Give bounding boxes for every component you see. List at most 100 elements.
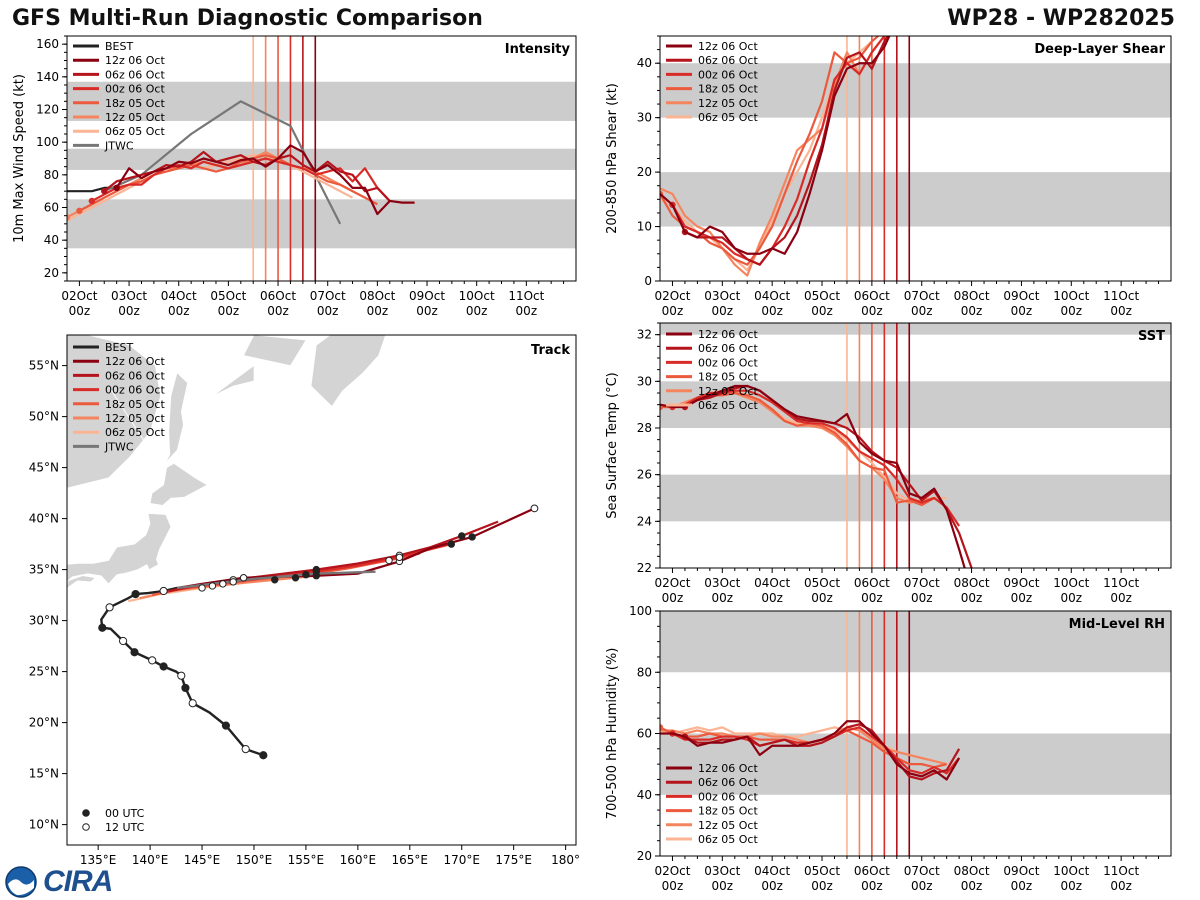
logo-text: CIRA (43, 865, 113, 898)
run-line (660, 36, 891, 255)
legend-label: JTWC (104, 440, 134, 453)
y-tick-label: 10 (637, 220, 652, 234)
legend-label: 00z 06 Oct (105, 384, 165, 397)
marker-00utc (302, 571, 310, 579)
x-tick-sublabel: 00z (267, 304, 289, 318)
legend-label: 06z 05 Oct (105, 125, 165, 138)
x-tick-label: 11Oct (1103, 576, 1139, 590)
plot-area-track (67, 335, 539, 760)
marker-12utc (208, 582, 217, 590)
x-tick-label: 04Oct (161, 289, 197, 303)
land-polygon (67, 575, 96, 589)
run-line (91, 157, 391, 202)
run-init-marker (594, 706, 600, 712)
run-init-marker (88, 197, 96, 205)
marker-12utc (105, 603, 114, 612)
x-tick-sublabel: 00z (1061, 879, 1083, 893)
x-tick-sublabel: 00z (911, 879, 933, 893)
x-tick-label: 02Oct (654, 576, 690, 590)
marker-12utc (239, 574, 248, 582)
x-tick-sublabel: 00z (911, 591, 933, 605)
x-tick-sublabel: 00z (516, 304, 538, 318)
x-tick-label: 10Oct (1053, 576, 1089, 590)
x-tick-sublabel: 00z (662, 879, 684, 893)
y-tick-label: 55°N (29, 359, 59, 373)
x-tick-label: 175°E (495, 853, 532, 867)
legend-label: 00z 06 Oct (698, 790, 758, 803)
x-tick-label: 145°E (184, 853, 221, 867)
jtwc-track-line (176, 570, 376, 590)
shaded-band (660, 611, 1171, 673)
marker-12utc (395, 553, 404, 562)
x-tick-label: 08Oct (954, 576, 990, 590)
land-polygon (243, 335, 307, 366)
marker-12utc (159, 586, 168, 596)
legend-label: BEST (105, 341, 133, 354)
marker-00utc (447, 540, 456, 548)
legend-label: 18z 05 Oct (698, 83, 758, 96)
legend-label: 18z 05 Oct (105, 398, 165, 411)
legend-label: 12z 05 Oct (105, 111, 165, 124)
x-tick-label: 08Oct (359, 289, 395, 303)
shaded-band (660, 63, 1171, 118)
x-tick-sublabel: 00z (317, 304, 339, 318)
marker-00utc (131, 589, 140, 599)
legend-label: 06z 05 Oct (698, 399, 758, 412)
marker-00utc (458, 532, 466, 540)
run-line (660, 36, 886, 277)
x-tick-sublabel: 00z (1061, 304, 1083, 318)
x-tick-sublabel: 00z (662, 304, 684, 318)
y-axis-label: 10m Max Wind Speed (kt) (12, 74, 27, 243)
legend-label: 06z 05 Oct (698, 833, 758, 846)
x-tick-label: 150°E (236, 853, 273, 867)
x-tick-label: 10Oct (1053, 864, 1089, 878)
shaded-band (660, 381, 1171, 428)
panel-title: Mid-Level RH (1069, 617, 1165, 632)
legend-label: 00z 06 Oct (105, 83, 165, 96)
x-tick-sublabel: 00z (811, 879, 833, 893)
run-init-marker (644, 401, 650, 407)
run-line (660, 726, 947, 766)
legend-label: 12z 06 Oct (105, 355, 165, 368)
land-polygon (149, 463, 208, 506)
x-tick-sublabel: 00z (961, 304, 983, 318)
y-axis-label: Sea Surface Temp (°C) (605, 372, 620, 519)
legend-label: BEST (105, 40, 133, 53)
marker-00utc (130, 648, 139, 657)
legend-label: 12z 06 Oct (698, 328, 758, 341)
x-tick-sublabel: 00z (1011, 591, 1033, 605)
plot-frame (659, 322, 1172, 569)
run-track-line (176, 507, 535, 590)
x-tick-label: 08Oct (954, 864, 990, 878)
marker-12utc (188, 699, 197, 708)
x-tick-label: 165°E (392, 853, 429, 867)
run-init-marker (644, 212, 650, 218)
y-tick-label: 50°N (29, 410, 59, 424)
y-tick-label: 100 (629, 604, 652, 618)
x-tick-label: 08Oct (954, 289, 990, 303)
x-tick-label: 07Oct (904, 576, 940, 590)
legend-label: 06z 06 Oct (698, 54, 758, 67)
x-tick-sublabel: 00z (911, 304, 933, 318)
panel-track: 135°E 140°E 145°E 150°E 155°E 160°E 165°E 170°E… (29, 334, 580, 867)
run-line (660, 720, 961, 781)
y-tick-label: 20 (44, 266, 59, 280)
y-axis-label: 200-850 hPa Shear (kt) (605, 83, 620, 234)
legend-label: 12z 05 Oct (698, 385, 758, 398)
x-tick-label: 09Oct (1003, 576, 1039, 590)
x-tick-label: 09Oct (1003, 864, 1039, 878)
x-tick-label: 02Oct (654, 864, 690, 878)
x-tick-label: 10Oct (1053, 289, 1089, 303)
y-tick-label: 24 (637, 514, 652, 528)
run-line (115, 144, 415, 216)
x-tick-label: 09Oct (409, 289, 445, 303)
marker-12utc (241, 745, 250, 754)
marker-00utc (221, 721, 231, 730)
panel-title: Track (531, 343, 570, 358)
marker-legend-00utc (82, 809, 90, 817)
y-tick-label: 35°N (29, 563, 59, 577)
x-tick-sublabel: 00z (811, 591, 833, 605)
